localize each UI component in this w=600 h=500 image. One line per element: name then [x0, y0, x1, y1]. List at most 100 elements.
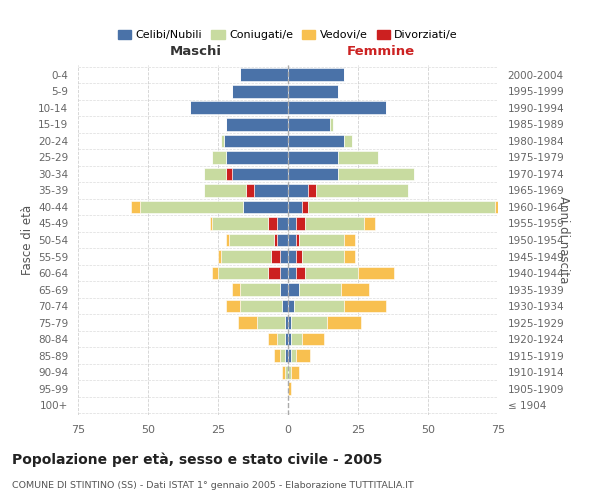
- Bar: [288, 168, 338, 180]
- Bar: [302, 250, 344, 263]
- Bar: [212, 151, 226, 164]
- Bar: [285, 316, 288, 329]
- Legend: Celibi/Nubili, Coniugati/e, Vedovi/e, Divorziati/e: Celibi/Nubili, Coniugati/e, Vedovi/e, Di…: [113, 25, 463, 44]
- Bar: [288, 134, 344, 147]
- Bar: [226, 300, 241, 312]
- Y-axis label: Anni di nascita: Anni di nascita: [557, 196, 570, 284]
- Bar: [338, 168, 414, 180]
- Bar: [140, 200, 243, 213]
- Bar: [299, 234, 344, 246]
- Bar: [285, 366, 288, 378]
- Bar: [257, 316, 285, 329]
- Bar: [280, 250, 288, 263]
- Bar: [291, 366, 299, 378]
- Bar: [277, 217, 288, 230]
- Bar: [243, 200, 288, 213]
- Bar: [293, 300, 344, 312]
- Bar: [358, 266, 394, 280]
- Bar: [308, 184, 316, 197]
- Bar: [277, 332, 285, 345]
- Y-axis label: Fasce di età: Fasce di età: [21, 205, 34, 275]
- Bar: [246, 184, 254, 197]
- Bar: [226, 168, 232, 180]
- Bar: [277, 234, 288, 246]
- Bar: [344, 234, 355, 246]
- Text: COMUNE DI STINTINO (SS) - Dati ISTAT 1° gennaio 2005 - Elaborazione TUTTITALIA.I: COMUNE DI STINTINO (SS) - Dati ISTAT 1° …: [12, 481, 414, 490]
- Bar: [344, 134, 352, 147]
- Bar: [280, 283, 288, 296]
- Text: Popolazione per età, sesso e stato civile - 2005: Popolazione per età, sesso e stato civil…: [12, 452, 382, 467]
- Bar: [218, 250, 221, 263]
- Bar: [226, 234, 229, 246]
- Bar: [296, 250, 302, 263]
- Bar: [299, 283, 341, 296]
- Bar: [232, 168, 288, 180]
- Bar: [288, 382, 291, 395]
- Bar: [305, 266, 358, 280]
- Bar: [344, 250, 355, 263]
- Bar: [280, 349, 285, 362]
- Bar: [285, 332, 288, 345]
- Bar: [288, 151, 338, 164]
- Bar: [268, 217, 277, 230]
- Text: Femmine: Femmine: [346, 45, 415, 58]
- Bar: [291, 349, 296, 362]
- Bar: [232, 85, 288, 98]
- Bar: [344, 300, 386, 312]
- Bar: [229, 234, 274, 246]
- Bar: [288, 217, 296, 230]
- Bar: [204, 184, 246, 197]
- Bar: [241, 68, 288, 82]
- Bar: [302, 332, 325, 345]
- Bar: [271, 250, 280, 263]
- Bar: [221, 250, 271, 263]
- Bar: [288, 102, 386, 114]
- Bar: [364, 217, 375, 230]
- Bar: [241, 283, 280, 296]
- Bar: [288, 85, 338, 98]
- Bar: [288, 366, 291, 378]
- Bar: [238, 316, 257, 329]
- Bar: [296, 234, 299, 246]
- Bar: [291, 316, 327, 329]
- Bar: [330, 118, 333, 131]
- Bar: [212, 217, 268, 230]
- Bar: [338, 151, 377, 164]
- Bar: [218, 266, 268, 280]
- Bar: [288, 332, 291, 345]
- Bar: [254, 184, 288, 197]
- Bar: [288, 349, 291, 362]
- Bar: [288, 283, 299, 296]
- Bar: [288, 234, 296, 246]
- Bar: [288, 184, 308, 197]
- Bar: [302, 200, 308, 213]
- Bar: [190, 102, 288, 114]
- Bar: [288, 250, 296, 263]
- Bar: [209, 217, 212, 230]
- Text: Maschi: Maschi: [170, 45, 221, 58]
- Bar: [204, 168, 226, 180]
- Bar: [232, 283, 241, 296]
- Bar: [316, 184, 409, 197]
- Bar: [288, 300, 293, 312]
- Bar: [296, 349, 310, 362]
- Bar: [268, 266, 280, 280]
- Bar: [288, 316, 291, 329]
- Bar: [341, 283, 369, 296]
- Bar: [308, 200, 495, 213]
- Bar: [283, 366, 285, 378]
- Bar: [327, 316, 361, 329]
- Bar: [288, 118, 330, 131]
- Bar: [495, 200, 501, 213]
- Bar: [221, 134, 224, 147]
- Bar: [226, 151, 288, 164]
- Bar: [241, 300, 283, 312]
- Bar: [296, 217, 305, 230]
- Bar: [280, 266, 288, 280]
- Bar: [226, 118, 288, 131]
- Bar: [131, 200, 140, 213]
- Bar: [291, 332, 302, 345]
- Bar: [288, 68, 344, 82]
- Bar: [268, 332, 277, 345]
- Bar: [224, 134, 288, 147]
